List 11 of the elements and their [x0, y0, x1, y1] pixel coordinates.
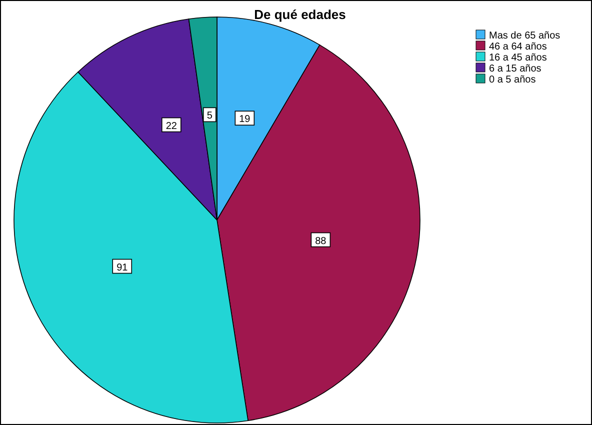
- data-label: 22: [166, 120, 178, 132]
- legend-label: 16 a 45 años: [489, 52, 547, 64]
- data-label: 19: [239, 114, 251, 126]
- legend-label: 46 a 64 años: [489, 42, 547, 52]
- chart-title: De qué edades: [254, 7, 346, 22]
- data-label: 88: [315, 236, 327, 247]
- legend-label: Mas de 65 años: [489, 30, 560, 42]
- legend-label: 0 a 5 años: [489, 74, 536, 86]
- data-label: 5: [206, 110, 213, 122]
- data-label: 91: [116, 262, 128, 274]
- legend-label: 6 a 15 años: [489, 64, 542, 74]
